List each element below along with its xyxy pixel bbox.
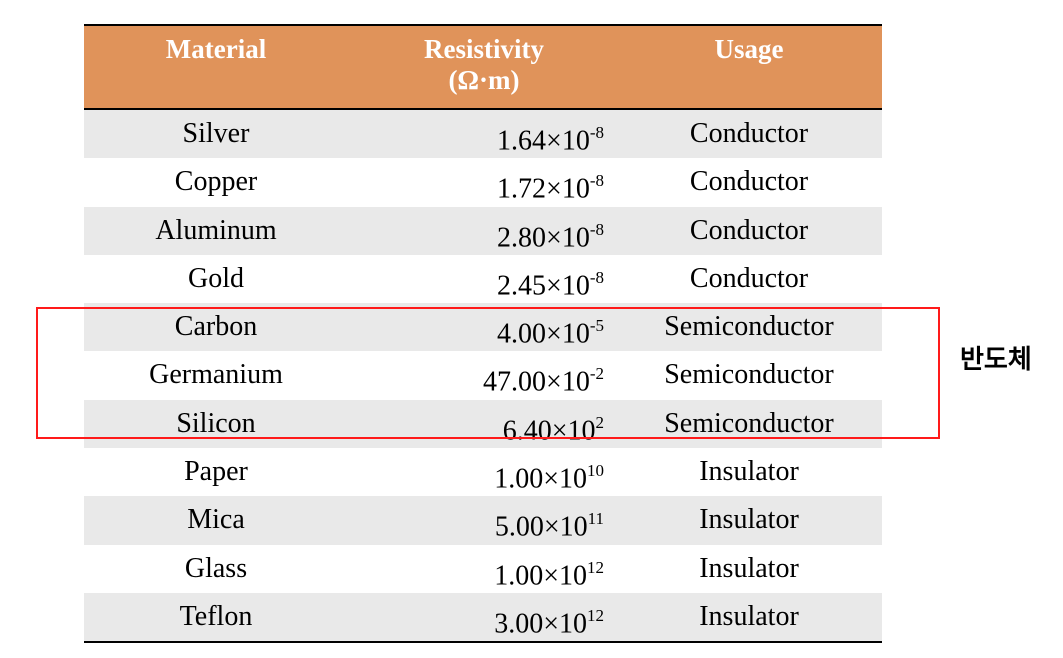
table-row: Silicon 6.40×102 Semiconductor xyxy=(84,399,882,449)
material-cell: Carbon xyxy=(174,311,258,343)
resistivity-cell: 4.00×10-5 xyxy=(497,316,604,350)
material-cell: Copper xyxy=(174,166,258,198)
table-row: Teflon 3.00×1012 Insulator xyxy=(84,592,882,642)
header-resistivity: Resistivity (Ω·m) xyxy=(384,34,584,96)
table-row: Mica 5.00×1011 Insulator xyxy=(84,496,882,545)
header-bottom-rule xyxy=(84,108,882,110)
table-row: Gold 2.45×10-8 Conductor xyxy=(84,255,882,303)
usage-cell: Insulator xyxy=(699,504,799,536)
material-cell: Germanium xyxy=(149,359,283,391)
header-resistivity-unit: (Ω·m) xyxy=(448,65,520,95)
header-material: Material xyxy=(165,34,267,64)
usage-cell: Insulator xyxy=(699,456,799,488)
table-bottom-rule xyxy=(84,641,882,643)
resistivity-cell: 6.40×102 xyxy=(502,412,604,447)
resistivity-cell: 47.00×10-2 xyxy=(483,364,604,398)
resistivity-cell: 3.00×1012 xyxy=(494,605,604,640)
usage-cell: Conductor xyxy=(689,166,809,198)
table-header: Material Resistivity (Ω·m) Usage xyxy=(84,26,882,108)
resistivity-cell: 2.45×10-8 xyxy=(497,267,604,302)
usage-cell: Semiconductor xyxy=(664,311,834,343)
table-body: Silver 1.64×10-8 Conductor Copper 1.72×1… xyxy=(84,110,882,642)
material-cell: Mica xyxy=(187,504,245,536)
usage-cell: Semiconductor xyxy=(664,407,834,439)
usage-cell: Insulator xyxy=(699,552,799,584)
material-cell: Silver xyxy=(182,118,250,149)
table-row: Glass 1.00×1012 Insulator xyxy=(84,545,882,593)
table-row: Silver 1.64×10-8 Conductor xyxy=(84,110,882,159)
material-cell: Paper xyxy=(184,456,248,488)
resistivity-cell: 5.00×1011 xyxy=(494,509,604,543)
resistivity-cell: 2.80×10-8 xyxy=(497,219,604,253)
material-cell: Gold xyxy=(188,262,244,294)
table-row: Copper 1.72×10-8 Conductor xyxy=(84,158,882,206)
usage-cell: Conductor xyxy=(689,118,809,149)
usage-cell: Insulator xyxy=(699,600,799,632)
material-cell: Glass xyxy=(184,552,248,584)
semiconductor-highlight-box xyxy=(36,307,940,439)
material-cell: Aluminum xyxy=(155,214,277,246)
header-resistivity-title: Resistivity xyxy=(424,34,544,64)
material-cell: Silicon xyxy=(176,407,256,439)
header-usage: Usage xyxy=(714,34,784,64)
resistivity-cell: 1.00×1010 xyxy=(494,461,604,495)
usage-cell: Semiconductor xyxy=(664,359,834,391)
usage-cell: Conductor xyxy=(689,214,809,246)
table-row: Aluminum 2.80×10-8 Conductor xyxy=(84,206,882,255)
table-top-rule xyxy=(84,24,882,26)
semiconductor-label: 반도체 xyxy=(960,345,1032,375)
table-row: Carbon 4.00×10-5 Semiconductor xyxy=(84,303,882,352)
material-cell: Teflon xyxy=(179,600,253,632)
resistivity-cell: 1.64×10-8 xyxy=(497,123,604,157)
table-row: Paper 1.00×1010 Insulator xyxy=(84,448,882,496)
resistivity-cell: 1.72×10-8 xyxy=(497,171,604,205)
table-row: Germanium 47.00×10-2 Semiconductor xyxy=(84,351,882,399)
resistivity-cell: 1.00×1012 xyxy=(494,557,604,591)
usage-cell: Conductor xyxy=(689,262,809,294)
